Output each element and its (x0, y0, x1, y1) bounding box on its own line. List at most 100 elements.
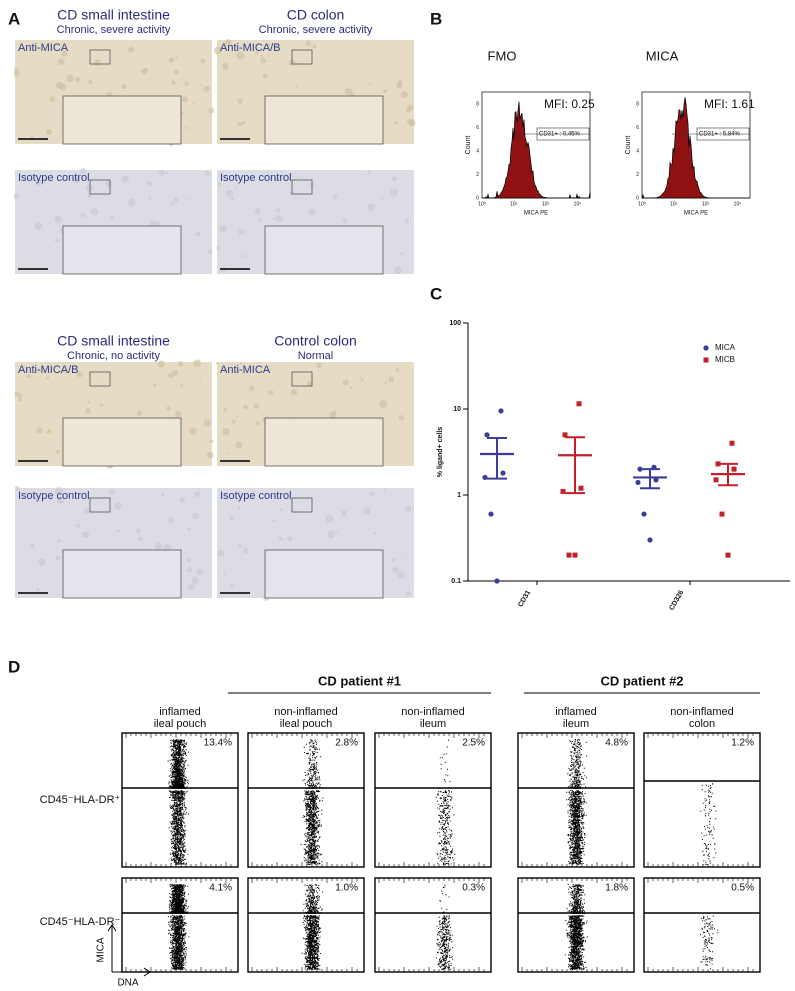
texture (187, 583, 195, 591)
texture (171, 80, 176, 85)
x-tick-label: 10³ (734, 201, 742, 207)
texture (332, 194, 338, 200)
texture (200, 58, 206, 64)
texture (405, 590, 412, 597)
histogram (641, 97, 750, 199)
texture (84, 508, 90, 514)
texture (243, 404, 248, 410)
ticks (251, 733, 358, 867)
texture (329, 411, 337, 419)
texture (181, 96, 188, 103)
texture (236, 51, 245, 60)
texture (290, 389, 298, 396)
error-bar (640, 468, 660, 490)
texture (271, 519, 275, 523)
texture (395, 368, 400, 372)
percent: 2.5% (462, 738, 485, 749)
texture (209, 439, 214, 444)
texture (235, 441, 243, 449)
texture (248, 385, 255, 392)
error-bar (718, 462, 738, 487)
texture (85, 184, 94, 192)
group-title: CD patient #1 (318, 673, 401, 688)
texture (166, 406, 171, 411)
ticks (251, 878, 358, 972)
scale-bar (220, 268, 250, 270)
texture (14, 391, 20, 397)
plot-frame (481, 91, 591, 199)
y-axis-label: Count (625, 136, 632, 155)
texture (45, 128, 53, 135)
legend-marker (703, 357, 709, 363)
image-title: CD small intestine (57, 7, 170, 23)
texture (407, 118, 414, 126)
plot-frame (374, 877, 492, 973)
texture (239, 362, 243, 365)
texture (344, 87, 353, 96)
texture (66, 74, 74, 83)
texture (175, 56, 178, 60)
texture (179, 496, 186, 503)
image-title: Control colon (274, 333, 357, 349)
texture (173, 69, 179, 75)
texture (93, 59, 101, 67)
texture (196, 568, 203, 576)
texture (157, 360, 165, 368)
texture (363, 507, 371, 515)
texture (165, 171, 168, 175)
texture (222, 427, 230, 436)
plot-frame (374, 732, 492, 868)
point (484, 432, 490, 438)
point (578, 485, 584, 491)
texture (230, 197, 235, 201)
texture (295, 85, 298, 88)
inset-frame (291, 49, 313, 65)
error-bar (565, 436, 585, 495)
scale-bar (220, 592, 250, 594)
percent: 1.8% (605, 883, 628, 894)
point (653, 477, 659, 483)
x-tick-label: 10² (542, 201, 550, 207)
image-subtitle: Chronic, no activity (67, 350, 160, 362)
events (300, 739, 324, 865)
image-subtitle: Chronic, severe activity (259, 24, 373, 36)
texture (227, 452, 230, 455)
histogram-title: MICA (646, 48, 679, 63)
x-axis-label: MICA PE (524, 211, 548, 217)
texture (400, 252, 404, 256)
texture (215, 362, 219, 365)
ticks (125, 878, 232, 972)
ticks (647, 878, 754, 972)
texture (257, 218, 262, 222)
mfi: MFI: 1.61 (704, 97, 755, 111)
texture (59, 83, 67, 91)
point (566, 552, 572, 558)
point (482, 474, 488, 481)
scale-bar (18, 138, 48, 140)
texture (75, 76, 81, 82)
texture (152, 383, 157, 388)
texture (217, 549, 225, 557)
x-axis-label: MICA PE (684, 211, 708, 217)
legend-label: MICA (715, 343, 736, 352)
inset-frame (89, 371, 111, 387)
image-title: CD small intestine (57, 333, 170, 349)
inset-frame (89, 497, 111, 513)
histogram (482, 101, 591, 199)
scale-bar (220, 138, 250, 140)
texture (54, 238, 60, 243)
texture (360, 378, 364, 382)
texture (187, 566, 193, 573)
texture (136, 528, 141, 534)
y-tick-label: 4 (476, 148, 479, 154)
texture (87, 193, 92, 198)
texture (127, 198, 136, 207)
texture (193, 359, 202, 368)
column-label: ileum (420, 718, 446, 730)
histogram-title: FMO (488, 48, 517, 63)
texture (241, 120, 246, 125)
texture (260, 57, 267, 64)
texture (289, 190, 294, 196)
stain-label: Isotype control (220, 490, 292, 502)
